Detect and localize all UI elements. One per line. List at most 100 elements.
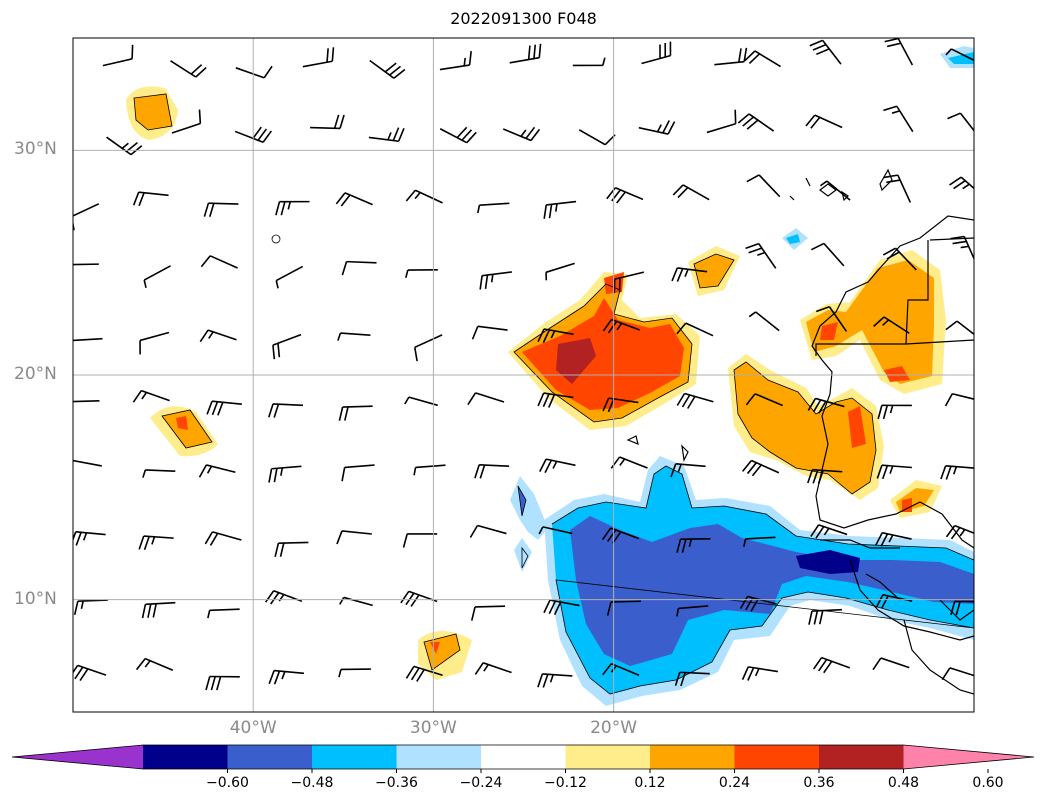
- wind-barb: [606, 187, 644, 204]
- wind-barb: [339, 596, 373, 607]
- wind-barb: [139, 331, 170, 355]
- wind-barb: [875, 531, 912, 547]
- wind-barb: [815, 305, 848, 332]
- wind-barb: [602, 318, 640, 334]
- longitude-label: 30°W: [409, 718, 457, 738]
- wind-barb: [73, 203, 100, 231]
- wind-barb: [369, 59, 406, 79]
- wind-barb: [940, 465, 974, 480]
- wind-barb: [337, 332, 371, 341]
- wind-barb: [132, 389, 170, 403]
- wind-barb: [200, 255, 238, 269]
- wind-barb: [400, 590, 438, 607]
- colorbar-tick-label: 0.24: [718, 775, 751, 791]
- wind-barb: [477, 202, 510, 214]
- wind-barb: [884, 38, 914, 66]
- wind-barb: [207, 608, 240, 619]
- wind-barb: [474, 464, 510, 479]
- wind-barb: [274, 541, 309, 558]
- wind-barb: [474, 662, 512, 675]
- wind-barb: [275, 265, 304, 289]
- wind-barb: [170, 60, 207, 78]
- colorbar-segment: [565, 745, 651, 769]
- wind-barb: [171, 109, 202, 134]
- wind-barb: [106, 136, 143, 156]
- wind-barb: [405, 269, 438, 279]
- wind-barb: [945, 524, 974, 540]
- wind-barb: [807, 468, 843, 484]
- wind-barb: [950, 235, 974, 261]
- wind-barb: [676, 322, 714, 337]
- wind-barb: [578, 129, 616, 146]
- colorbar-segment: [481, 745, 566, 769]
- wind-barb: [302, 47, 335, 68]
- wind-barb: [945, 320, 974, 336]
- wind-barb: [672, 184, 710, 201]
- colorbar-tick-label: −0.36: [375, 775, 418, 791]
- wind-barb: [73, 459, 102, 467]
- wind-barb: [73, 599, 108, 615]
- wind-barb: [268, 465, 302, 483]
- wind-barb: [73, 337, 103, 343]
- wind-barb: [539, 458, 576, 474]
- wind-barb: [368, 127, 405, 143]
- colorbar-tick-label: −0.60: [206, 775, 249, 791]
- colorbar-tick-label: 0.12: [634, 775, 666, 791]
- wind-barb: [143, 265, 171, 289]
- wind-barb: [876, 464, 912, 480]
- colorbar-tick-label: 0.60: [972, 775, 1004, 791]
- wind-barb: [204, 531, 242, 546]
- wind-barb: [198, 464, 236, 478]
- colorbar-extend-high: [903, 745, 1034, 769]
- wind-barb: [873, 316, 910, 334]
- map-title: 2022091300 F048: [450, 9, 597, 28]
- wind-barb: [610, 456, 648, 469]
- wind-barb: [706, 109, 737, 134]
- wind-barb: [471, 325, 508, 340]
- wind-barb: [199, 329, 237, 343]
- wind-barb: [811, 242, 845, 267]
- wind-barb: [439, 126, 477, 144]
- wind-barb: [138, 535, 174, 550]
- wind-barb: [809, 39, 842, 65]
- wind-barb: [606, 600, 641, 616]
- wind-barb: [338, 668, 371, 678]
- wind-barb: [469, 524, 507, 538]
- colorbar-tick-label: 0.36: [803, 775, 835, 791]
- colorbar-segment: [819, 745, 904, 769]
- wind-barb: [944, 392, 974, 407]
- wind-barb: [676, 538, 711, 553]
- wind-barb: [819, 180, 851, 201]
- wind-barb: [73, 664, 107, 681]
- wind-barb: [741, 459, 780, 477]
- wind-barb: [268, 669, 305, 685]
- wind-barb: [132, 191, 169, 207]
- colorbar-segment: [650, 745, 735, 769]
- latitude-label: 10°N: [14, 588, 57, 609]
- wind-barb: [537, 392, 574, 408]
- wind-barb: [268, 403, 304, 418]
- negative-anomaly-fills: [510, 46, 974, 706]
- wind-barb: [638, 120, 676, 135]
- colorbar: [11, 744, 1035, 773]
- wind-barb: [336, 530, 372, 545]
- wind-barb: [741, 666, 779, 681]
- colorbar-segment: [734, 745, 820, 769]
- wind-barb: [467, 392, 505, 406]
- wind-barb: [807, 397, 845, 414]
- wind-barb: [877, 404, 912, 420]
- wind-barb: [745, 393, 783, 407]
- wind-barb: [743, 536, 776, 547]
- wind-barb: [341, 260, 377, 276]
- wind-barb: [205, 675, 240, 691]
- wind-barb: [135, 657, 174, 671]
- wind-barb: [676, 392, 714, 409]
- wind-barb: [73, 530, 106, 546]
- wind-barb: [73, 263, 99, 266]
- wind-barb: [402, 533, 438, 548]
- wind-barb: [310, 114, 345, 130]
- wind-barb: [405, 665, 443, 682]
- colorbar-segment: [396, 745, 482, 769]
- wind-barb: [404, 396, 438, 407]
- colorbar-segment: [312, 745, 397, 769]
